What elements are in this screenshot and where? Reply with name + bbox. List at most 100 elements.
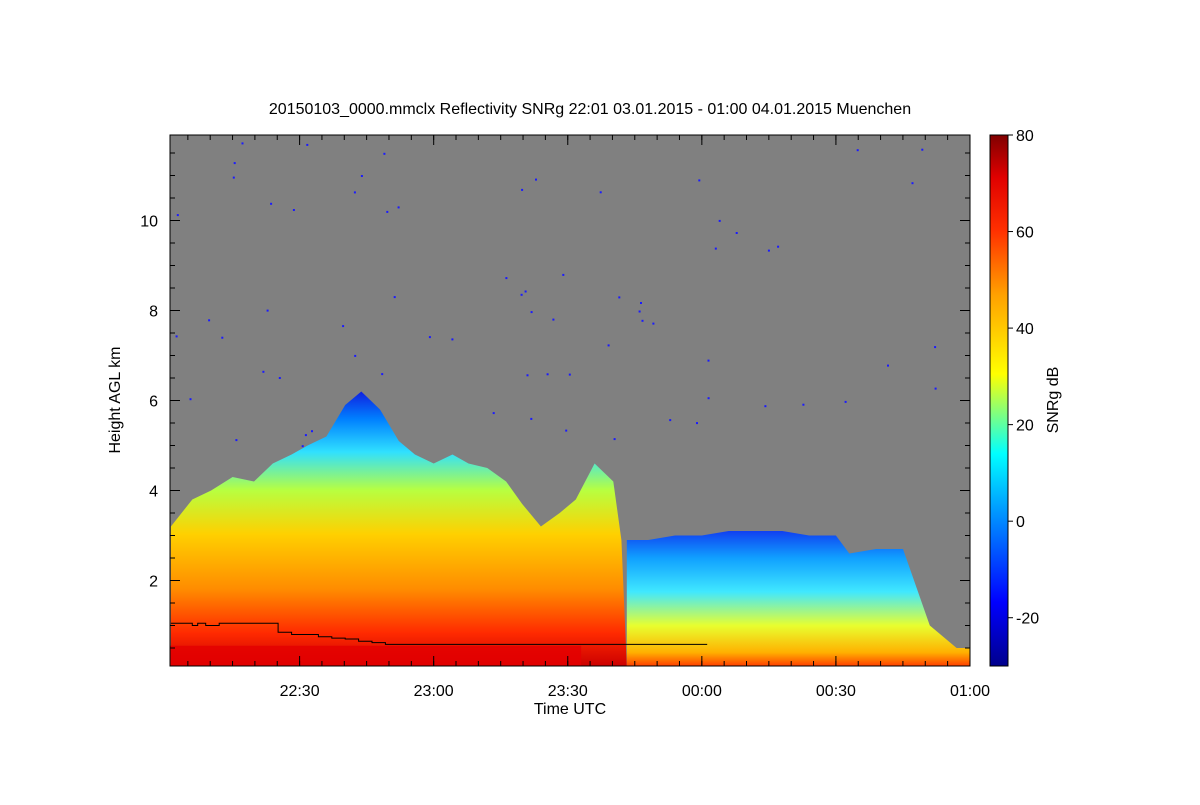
noise-dot <box>652 322 655 325</box>
noise-dot <box>934 346 937 349</box>
noise-dot <box>844 400 847 403</box>
x-axis: 22:30 23:00 23:30 00:00 00:30 01:00 <box>187 135 990 700</box>
noise-dot <box>342 325 345 328</box>
x-tick-label: 23:00 <box>414 683 454 700</box>
y-tick-label: 8 <box>149 304 158 321</box>
noise-dot <box>696 422 698 425</box>
noise-dot <box>707 359 710 362</box>
noise-dot <box>764 405 767 408</box>
colorbar-gradient <box>989 134 1009 667</box>
noise-dot <box>707 397 710 400</box>
noise-dot <box>520 293 523 296</box>
echo-core-surface <box>170 645 582 666</box>
noise-dot <box>535 178 537 181</box>
noise-dot <box>562 273 565 276</box>
noise-dot <box>492 412 495 415</box>
y-tick-label: 6 <box>149 394 158 411</box>
noise-dot <box>208 319 211 322</box>
noise-dot <box>221 336 224 339</box>
noise-speckles <box>175 142 937 448</box>
noise-dot <box>524 290 527 293</box>
noise-dot <box>428 336 431 339</box>
noise-dot <box>565 429 568 432</box>
noise-dot <box>311 430 313 433</box>
noise-dot <box>641 319 644 322</box>
noise-dot <box>911 182 914 185</box>
noise-dot <box>638 310 641 313</box>
x-tick-label: 00:30 <box>816 683 856 700</box>
noise-dot <box>301 445 304 448</box>
noise-dot <box>383 152 386 155</box>
colorbar: -20 0 20 40 60 80 SNRg dB <box>989 128 1062 667</box>
noise-dot <box>233 162 236 165</box>
chart-title: 20150103_0000.mmclx Reflectivity SNRg 22… <box>269 101 911 118</box>
noise-dot <box>354 354 357 357</box>
noise-dot <box>530 417 533 420</box>
noise-dot <box>235 439 238 442</box>
noise-dot <box>718 219 721 222</box>
x-tick-label: 00:00 <box>682 683 722 700</box>
x-tick-label: 23:30 <box>548 683 588 700</box>
noise-dot <box>292 209 295 211</box>
noise-dot <box>698 179 701 182</box>
noise-dot <box>607 344 610 347</box>
noise-dot <box>777 245 780 248</box>
noise-dot <box>189 398 192 401</box>
colorbar-tick-label: -20 <box>1016 611 1039 628</box>
noise-dot <box>397 206 400 209</box>
plot-area <box>170 135 970 666</box>
noise-dot <box>381 373 384 376</box>
noise-dot <box>175 335 178 338</box>
colorbar-tick-label: 0 <box>1016 514 1025 531</box>
noise-dot <box>618 296 621 299</box>
noise-dot <box>266 309 269 312</box>
colorbar-tick-label: 20 <box>1016 418 1034 435</box>
noise-dot <box>735 232 738 234</box>
noise-dot <box>887 364 889 367</box>
echo-region-stratiform <box>626 531 970 666</box>
y-tick-label: 10 <box>140 214 158 231</box>
x-tick-label: 01:00 <box>950 683 990 700</box>
noise-dot <box>306 143 309 146</box>
noise-dot <box>360 175 363 177</box>
noise-dot <box>568 373 571 376</box>
noise-dot <box>278 377 281 379</box>
echo-region-convective <box>170 391 627 666</box>
noise-dot <box>451 338 454 341</box>
noise-dot <box>530 311 533 314</box>
y-tick-label: 2 <box>149 574 158 591</box>
noise-dot <box>552 318 555 321</box>
colorbar-label: SNRg dB <box>1045 367 1062 434</box>
noise-dot <box>176 214 179 217</box>
noise-dot <box>232 176 235 179</box>
noise-dot <box>767 249 770 252</box>
noise-dot <box>802 403 805 406</box>
noise-dot <box>856 149 859 152</box>
noise-dot <box>934 387 937 390</box>
noise-dot <box>526 374 529 377</box>
y-axis-label: Height AGL km <box>107 346 124 453</box>
noise-dot <box>262 370 265 373</box>
noise-dot <box>241 142 244 145</box>
boundary-layer-line <box>170 622 708 645</box>
noise-dot <box>599 191 602 194</box>
noise-dot <box>304 434 307 437</box>
colorbar-ticks: -20 0 20 40 60 80 <box>1008 128 1039 628</box>
x-axis-label: Time UTC <box>534 701 606 718</box>
echo-field <box>170 391 970 666</box>
colorbar-tick-label: 40 <box>1016 321 1034 338</box>
noise-dot <box>714 247 717 250</box>
noise-dot <box>353 191 356 194</box>
noise-dot <box>393 296 396 299</box>
noise-dot <box>640 302 642 304</box>
colorbar-tick-label: 80 <box>1016 128 1034 145</box>
noise-dot <box>921 148 924 151</box>
noise-dot <box>669 419 672 422</box>
y-axis: 2 4 6 8 10 <box>140 152 970 649</box>
y-tick-label: 4 <box>149 484 158 501</box>
noise-dot <box>386 210 389 213</box>
noise-dot <box>613 438 616 441</box>
noise-dot <box>546 373 549 376</box>
